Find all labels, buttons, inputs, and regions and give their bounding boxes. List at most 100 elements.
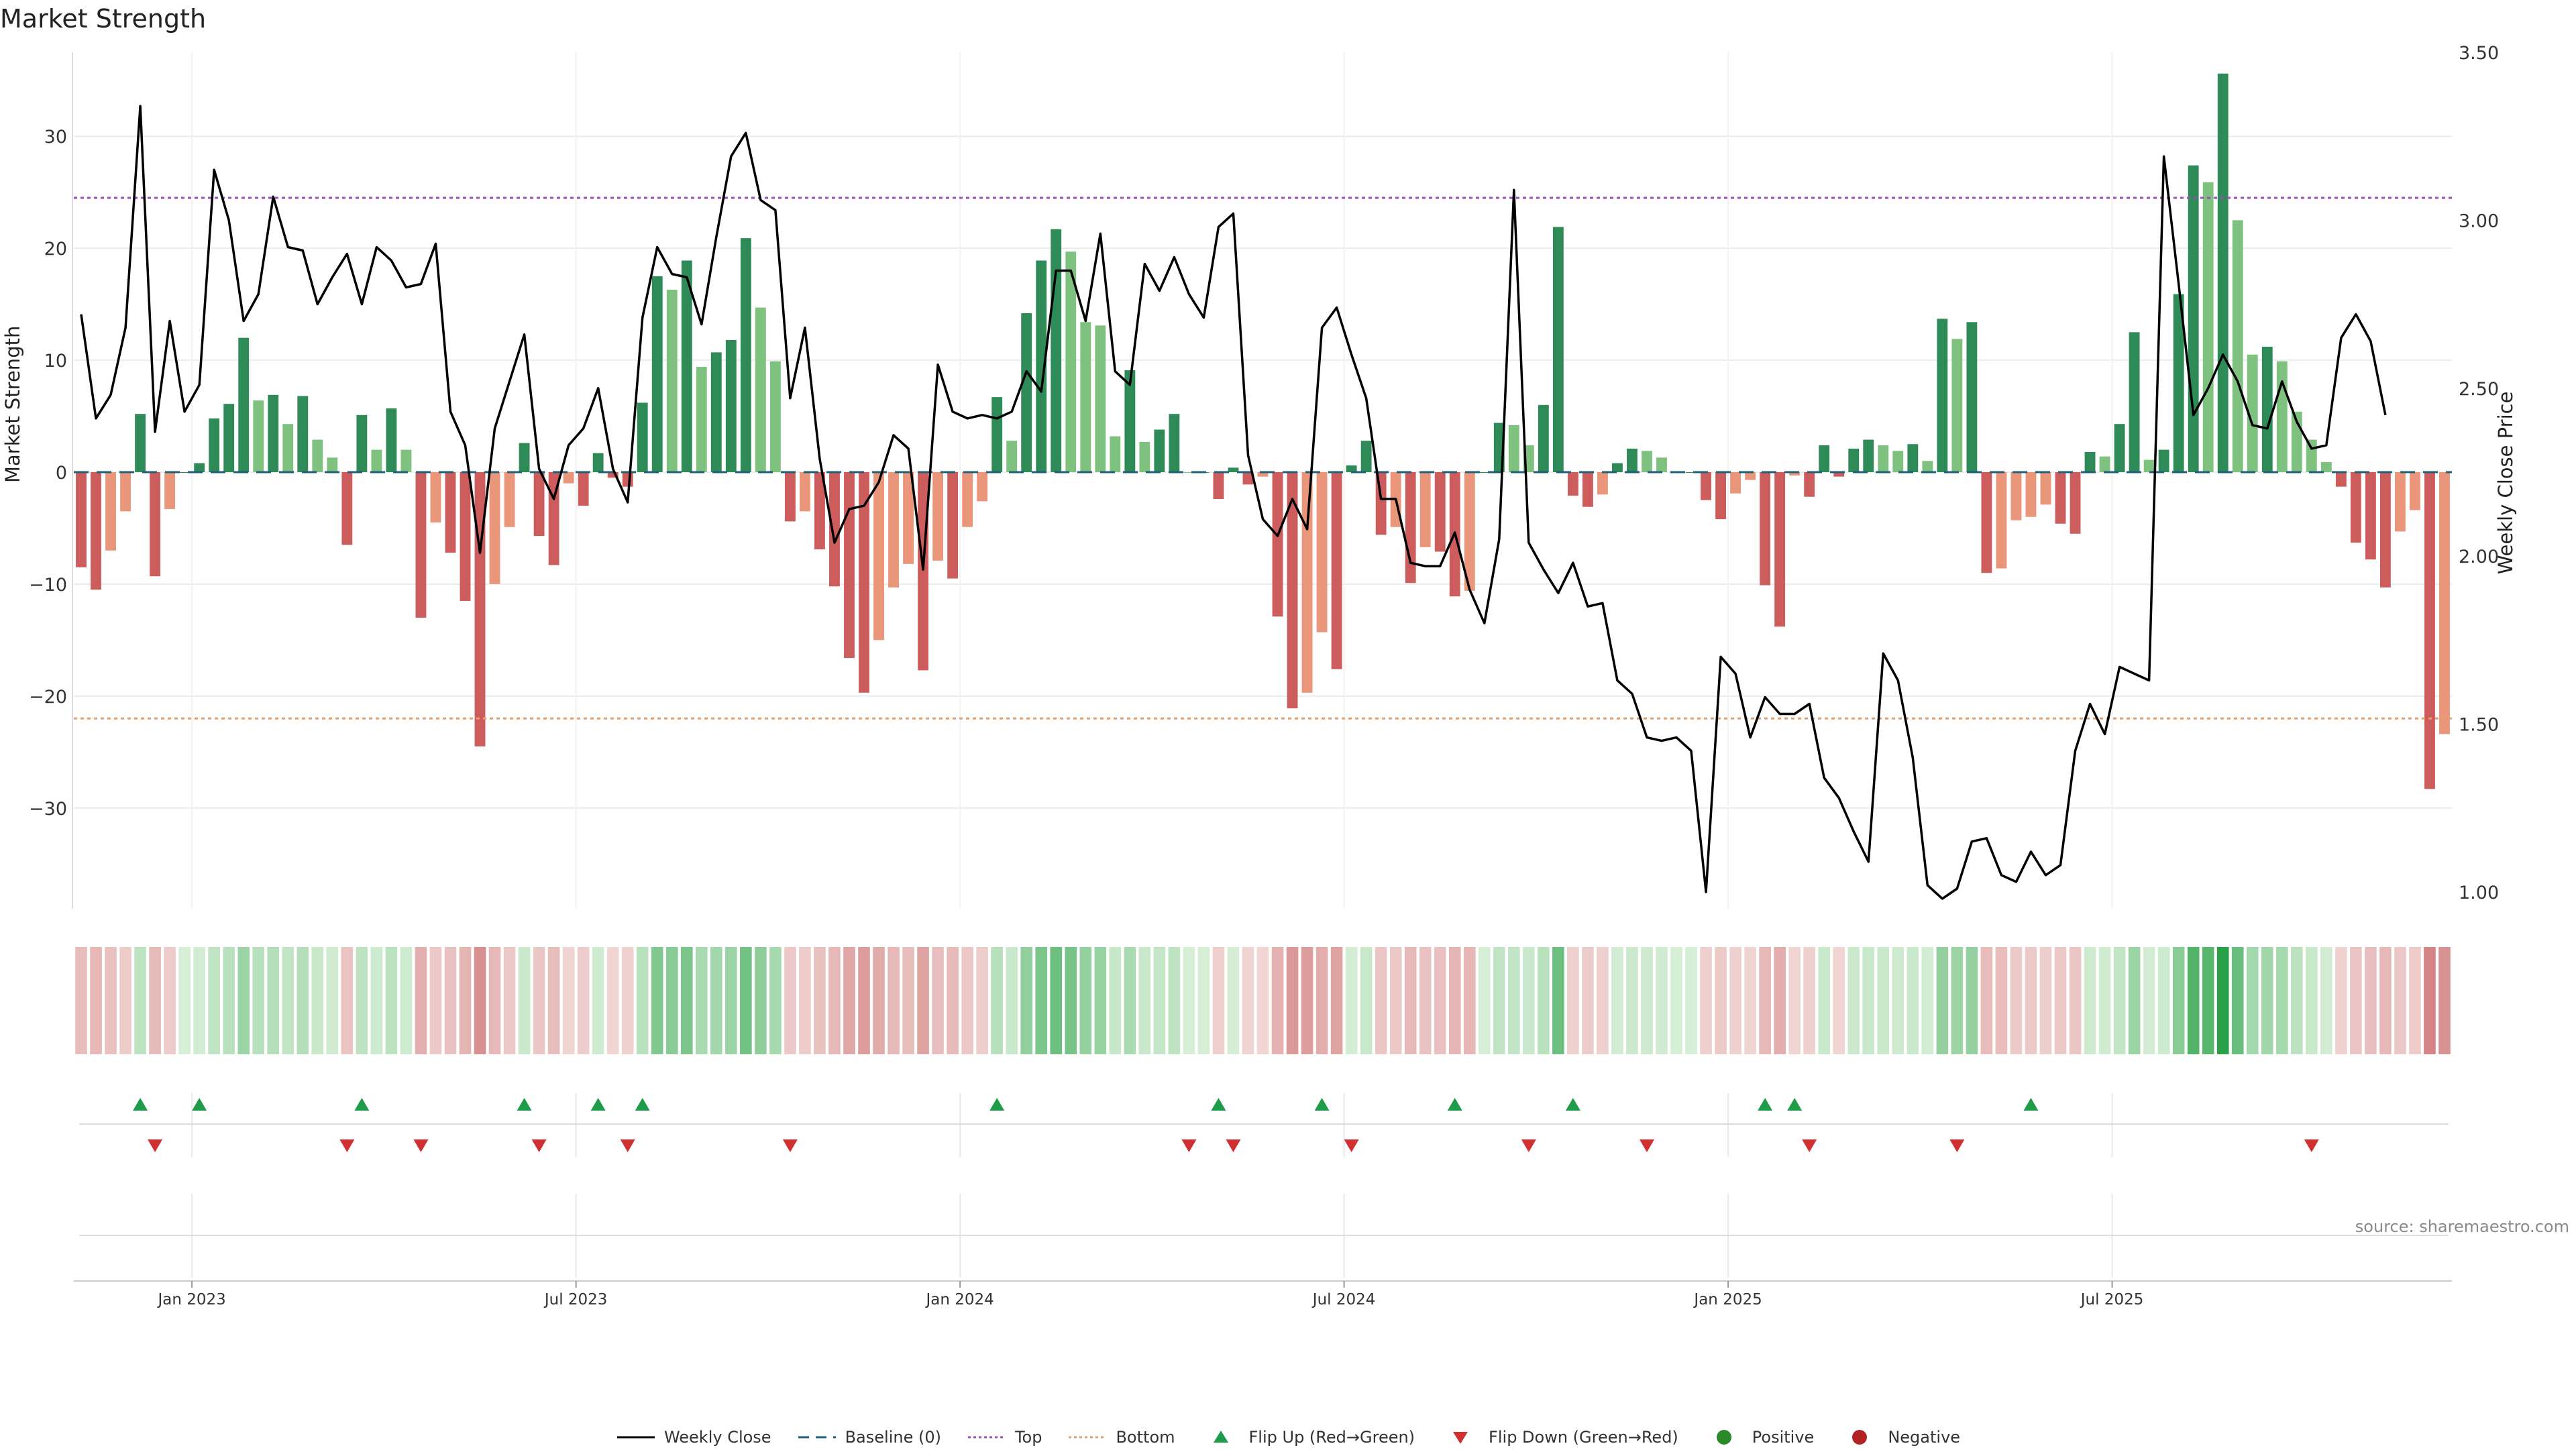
strength-bar [2439, 471, 2450, 734]
strength-bar [460, 471, 471, 601]
heat-cell [1020, 947, 1033, 1054]
heat-cell [1079, 947, 1092, 1054]
heat-cell [400, 947, 413, 1054]
flip-down-marker [1521, 1139, 1536, 1152]
heat-cell [1538, 947, 1550, 1054]
heat-cell [311, 947, 324, 1054]
heat-cell [1966, 947, 1978, 1054]
heat-cell [518, 947, 531, 1054]
heat-cell [2069, 947, 2082, 1054]
y2-tick-label: 3.00 [2459, 211, 2499, 231]
heat-cell [2054, 947, 2067, 1054]
legend-item: Positive [1704, 1428, 1814, 1447]
strength-bar [2173, 294, 2184, 472]
heat-cell [1936, 947, 1949, 1054]
heat-cell [1375, 947, 1387, 1054]
flip-up-marker [133, 1098, 148, 1111]
heat-cell [1463, 947, 1476, 1054]
flip-up-marker [1211, 1098, 1226, 1111]
strength-bar [105, 471, 116, 551]
heat-cell [1330, 947, 1343, 1054]
strength-bar [386, 408, 397, 472]
strength-bar [2306, 439, 2317, 472]
legend-item: Top [967, 1428, 1042, 1447]
heat-cell [1286, 947, 1299, 1054]
strength-bar [1464, 471, 1475, 591]
heat-cell [680, 947, 693, 1054]
heat-cell [1168, 947, 1181, 1054]
heat-cell [888, 947, 900, 1054]
legend: Weekly Close Baseline (0) Top Bottom Flip Up… [0, 1420, 2576, 1454]
strength-bar [1804, 471, 1815, 497]
strength-bar [76, 471, 87, 567]
heat-cell [2335, 947, 2347, 1054]
strength-bar [1508, 425, 1519, 472]
strength-bar [1951, 339, 1963, 472]
strength-bar [1966, 322, 1978, 472]
heat-cell [326, 947, 339, 1054]
chart-title: Market Strength [0, 4, 207, 34]
heat-cell [2275, 947, 2288, 1054]
heat-cell [1508, 947, 1520, 1054]
heat-cell [917, 947, 929, 1054]
heat-cell [1153, 947, 1166, 1054]
strength-bar [651, 276, 663, 472]
strength-bar [888, 471, 899, 588]
strength-bar [1257, 471, 1269, 477]
heat-cell [1788, 947, 1801, 1054]
strength-bar [622, 471, 633, 487]
heat-cell [695, 947, 708, 1054]
x-tick-label: Jul 2023 [543, 1291, 608, 1308]
legend-swatch [1213, 1431, 1228, 1443]
strength-bar [2335, 471, 2347, 487]
strength-bar [1656, 457, 1667, 472]
strength-bar [1006, 441, 1018, 472]
strength-bar [1287, 471, 1298, 709]
heat-cell [1212, 947, 1225, 1054]
strength-bar [327, 457, 338, 472]
strength-bar [1745, 471, 1756, 480]
heat-cell [370, 947, 383, 1054]
x-tick-label: Jan 2024 [924, 1291, 994, 1308]
heat-cell [799, 947, 811, 1054]
y-tick-label: 0 [56, 463, 67, 484]
heat-cell [2143, 947, 2155, 1054]
heat-cell [2365, 947, 2377, 1054]
heat-cell [769, 947, 782, 1054]
heat-cell [1242, 947, 1254, 1054]
strength-bar [2276, 361, 2288, 472]
legend-item: Flip Down (Green→Red) [1440, 1428, 1678, 1447]
strength-bar [2099, 456, 2110, 472]
heat-cell [2202, 947, 2214, 1054]
strength-bar [519, 443, 530, 472]
heat-cell [297, 947, 309, 1054]
strength-bar [784, 471, 796, 522]
strength-bar [1789, 471, 1801, 476]
heat-cell [1980, 947, 1993, 1054]
heat-cell [444, 947, 457, 1054]
heat-cell [415, 947, 427, 1054]
heat-cell [621, 947, 634, 1054]
heat-cell [665, 947, 678, 1054]
heat-cell [134, 947, 146, 1054]
heat-cell [784, 947, 796, 1054]
heat-cell [755, 947, 767, 1054]
heat-cell [2290, 947, 2303, 1054]
heat-cell [1818, 947, 1831, 1054]
legend-item: Bottom [1067, 1428, 1175, 1447]
strength-bar [1996, 471, 2007, 569]
heat-cell [1065, 947, 1077, 1054]
strength-bar [297, 396, 309, 472]
heat-cell [562, 947, 575, 1054]
heat-cell [1685, 947, 1697, 1054]
legend-item: Weekly Close [616, 1428, 771, 1447]
y-tick-label: −20 [29, 687, 67, 708]
legend-item: Negative [1839, 1428, 1960, 1447]
heat-cell [2306, 947, 2318, 1054]
heat-cell [1301, 947, 1313, 1054]
strength-bar [1833, 471, 1845, 477]
legend-swatch [967, 1436, 1006, 1439]
strength-bar [1937, 319, 1948, 472]
strength-bar [312, 439, 323, 472]
